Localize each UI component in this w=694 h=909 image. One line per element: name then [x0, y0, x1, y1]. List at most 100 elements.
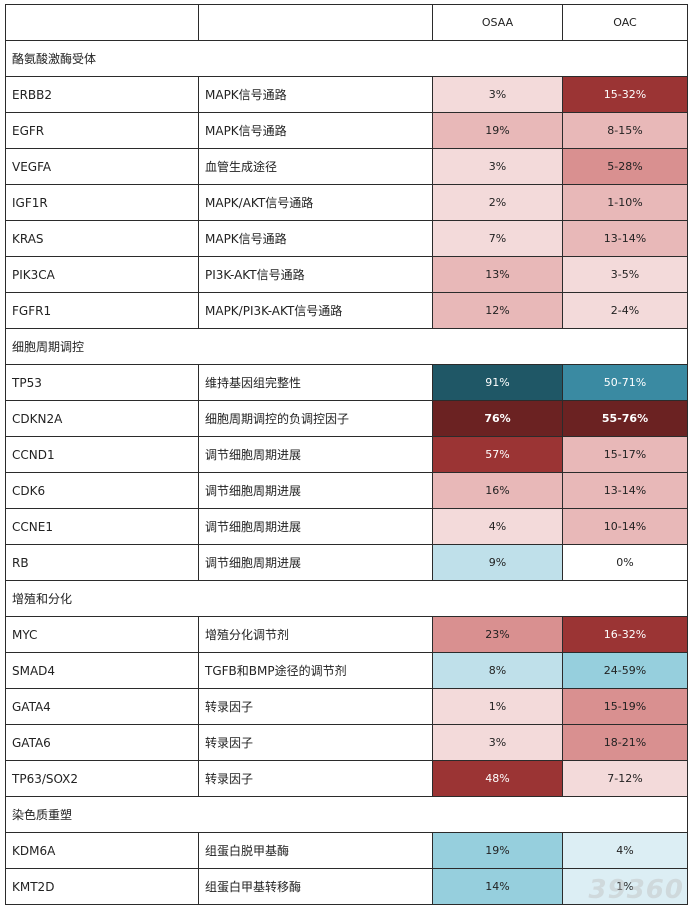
oac-cell: 1-10%	[562, 184, 688, 221]
function-cell: TGFB和BMP途径的调节剂	[198, 652, 433, 689]
oac-cell: 10-14%	[562, 508, 688, 545]
osaa-cell: 23%	[432, 616, 563, 653]
osaa-cell: 9%	[432, 544, 563, 581]
function-cell: MAPK/AKT信号通路	[198, 184, 433, 221]
table-row: SMAD4 TGFB和BMP途径的调节剂 8% 24-59%	[5, 652, 688, 689]
osaa-cell: 19%	[432, 832, 563, 869]
table-row: CDKN2A 细胞周期调控的负调控因子 76% 55-76%	[5, 400, 688, 437]
function-cell: MAPK/PI3K-AKT信号通路	[198, 292, 433, 329]
table-row: CCND1 调节细胞周期进展 57% 15-17%	[5, 436, 688, 473]
osaa-cell: 7%	[432, 220, 563, 257]
osaa-cell: 13%	[432, 256, 563, 293]
section-title: 细胞周期调控	[5, 328, 688, 365]
table-row: KMT2D 组蛋白甲基转移酶 14% 1%	[5, 868, 688, 905]
gene-cell: KRAS	[5, 220, 199, 257]
function-cell: 转录因子	[198, 688, 433, 725]
gene-cell: IGF1R	[5, 184, 199, 221]
osaa-cell: 19%	[432, 112, 563, 149]
table-row: CCNE1 调节细胞周期进展 4% 10-14%	[5, 508, 688, 545]
header-empty-cell	[5, 4, 199, 41]
gene-cell: RB	[5, 544, 199, 581]
gene-cell: VEGFA	[5, 148, 199, 185]
osaa-cell: 57%	[432, 436, 563, 473]
gene-alteration-table: OSAA OAC 酪氨酸激酶受体 ERBB2 MAPK信号通路 3% 15-32% E…	[5, 4, 688, 905]
gene-cell: TP63/SOX2	[5, 760, 199, 797]
oac-cell: 13-14%	[562, 472, 688, 509]
oac-cell: 2-4%	[562, 292, 688, 329]
gene-cell: KMT2D	[5, 868, 199, 905]
function-cell: 细胞周期调控的负调控因子	[198, 400, 433, 437]
function-cell: 转录因子	[198, 760, 433, 797]
oac-cell: 15-17%	[562, 436, 688, 473]
table-row: GATA4 转录因子 1% 15-19%	[5, 688, 688, 725]
gene-cell: CCNE1	[5, 508, 199, 545]
table-row: KDM6A 组蛋白脱甲基酶 19% 4%	[5, 832, 688, 869]
gene-cell: EGFR	[5, 112, 199, 149]
table-row: ERBB2 MAPK信号通路 3% 15-32%	[5, 76, 688, 113]
header-row: OSAA OAC	[5, 4, 688, 41]
table-row: FGFR1 MAPK/PI3K-AKT信号通路 12% 2-4%	[5, 292, 688, 329]
osaa-cell: 8%	[432, 652, 563, 689]
osaa-cell: 14%	[432, 868, 563, 905]
oac-cell: 15-32%	[562, 76, 688, 113]
gene-cell: CCND1	[5, 436, 199, 473]
table-row: KRAS MAPK信号通路 7% 13-14%	[5, 220, 688, 257]
table-row: TP63/SOX2 转录因子 48% 7-12%	[5, 760, 688, 797]
function-cell: 增殖分化调节剂	[198, 616, 433, 653]
gene-cell: KDM6A	[5, 832, 199, 869]
watermark-logo: 39360	[588, 875, 684, 905]
oac-cell: 7-12%	[562, 760, 688, 797]
gene-cell: GATA6	[5, 724, 199, 761]
section-row: 细胞周期调控	[5, 328, 688, 365]
oac-cell: 3-5%	[562, 256, 688, 293]
section-row: 染色质重塑	[5, 796, 688, 833]
section-title: 酪氨酸激酶受体	[5, 40, 688, 77]
function-cell: 维持基因组完整性	[198, 364, 433, 401]
function-cell: 调节细胞周期进展	[198, 544, 433, 581]
oac-cell: 13-14%	[562, 220, 688, 257]
function-cell: 调节细胞周期进展	[198, 472, 433, 509]
oac-cell: 50-71%	[562, 364, 688, 401]
oac-cell: 5-28%	[562, 148, 688, 185]
table-row: MYC 增殖分化调节剂 23% 16-32%	[5, 616, 688, 653]
oac-cell: 24-59%	[562, 652, 688, 689]
function-cell: MAPK信号通路	[198, 76, 433, 113]
header-osaa: OSAA	[432, 4, 563, 41]
function-cell: 转录因子	[198, 724, 433, 761]
oac-cell: 16-32%	[562, 616, 688, 653]
oac-cell: 15-19%	[562, 688, 688, 725]
osaa-cell: 91%	[432, 364, 563, 401]
gene-cell: PIK3CA	[5, 256, 199, 293]
osaa-cell: 12%	[432, 292, 563, 329]
gene-cell: CDK6	[5, 472, 199, 509]
gene-cell: FGFR1	[5, 292, 199, 329]
function-cell: PI3K-AKT信号通路	[198, 256, 433, 293]
gene-cell: ERBB2	[5, 76, 199, 113]
oac-cell: 4%	[562, 832, 688, 869]
table-row: EGFR MAPK信号通路 19% 8-15%	[5, 112, 688, 149]
oac-cell: 18-21%	[562, 724, 688, 761]
osaa-cell: 76%	[432, 400, 563, 437]
osaa-cell: 3%	[432, 724, 563, 761]
section-row: 酪氨酸激酶受体	[5, 40, 688, 77]
table-row: IGF1R MAPK/AKT信号通路 2% 1-10%	[5, 184, 688, 221]
function-cell: 组蛋白甲基转移酶	[198, 868, 433, 905]
osaa-cell: 4%	[432, 508, 563, 545]
osaa-cell: 48%	[432, 760, 563, 797]
table-row: TP53 维持基因组完整性 91% 50-71%	[5, 364, 688, 401]
oac-cell: 1%	[562, 868, 688, 905]
gene-cell: SMAD4	[5, 652, 199, 689]
function-cell: 组蛋白脱甲基酶	[198, 832, 433, 869]
osaa-cell: 3%	[432, 76, 563, 113]
table-row: RB 调节细胞周期进展 9% 0%	[5, 544, 688, 581]
function-cell: MAPK信号通路	[198, 220, 433, 257]
function-cell: MAPK信号通路	[198, 112, 433, 149]
osaa-cell: 3%	[432, 148, 563, 185]
oac-cell: 0%	[562, 544, 688, 581]
gene-cell: TP53	[5, 364, 199, 401]
section-title: 增殖和分化	[5, 580, 688, 617]
header-oac: OAC	[562, 4, 688, 41]
oac-cell: 55-76%	[562, 400, 688, 437]
table-row: PIK3CA PI3K-AKT信号通路 13% 3-5%	[5, 256, 688, 293]
gene-cell: GATA4	[5, 688, 199, 725]
